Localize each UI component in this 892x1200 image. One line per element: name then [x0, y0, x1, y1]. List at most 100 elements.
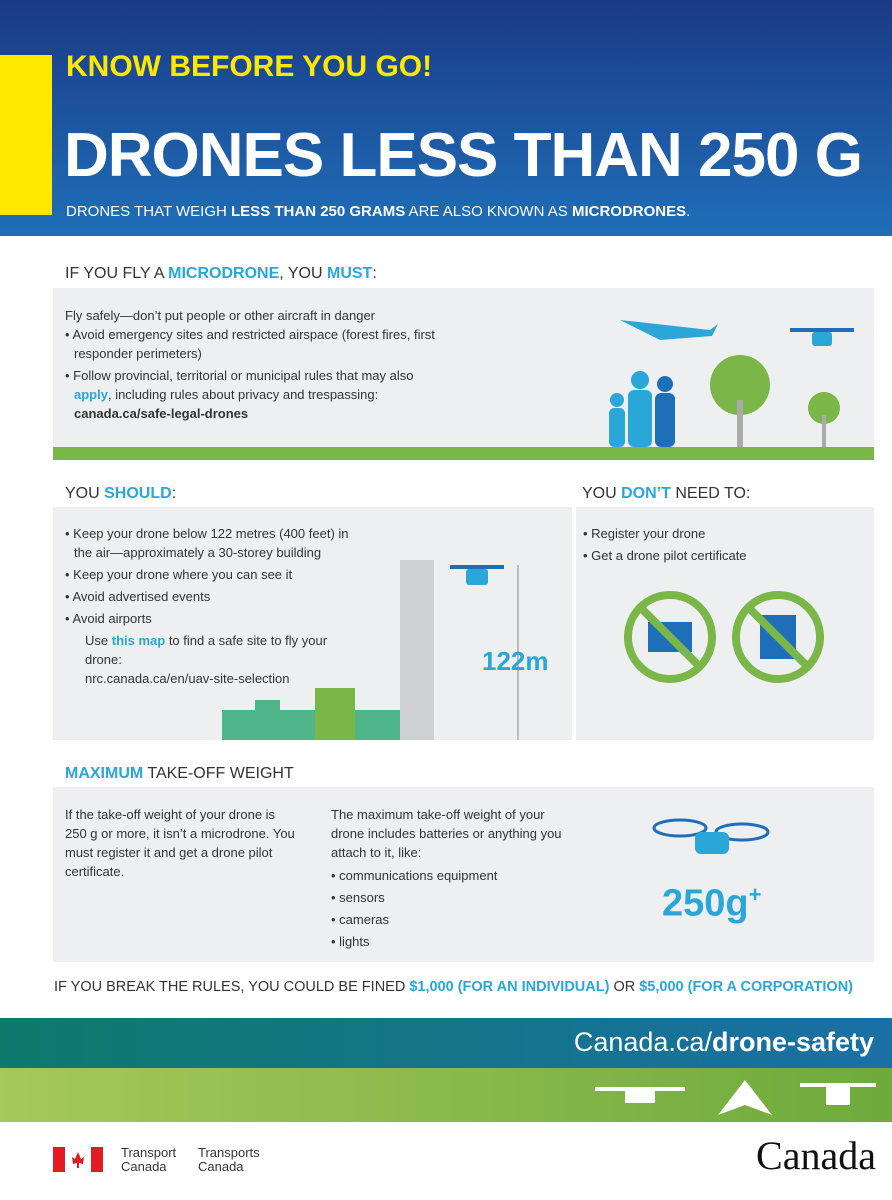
shape — [466, 569, 488, 585]
should-heading: YOU SHOULD: — [65, 485, 176, 503]
text: Avoid advertised events — [65, 587, 365, 606]
header-band — [0, 0, 892, 236]
shape — [637, 604, 703, 670]
text: MICRODRONE — [168, 265, 280, 282]
must-text: Fly safely—don’t put people or other air… — [65, 306, 435, 426]
shape — [790, 328, 854, 332]
text: Transports — [198, 1145, 260, 1160]
drone-icon — [652, 818, 770, 854]
dont-heading: YOU DON’T NEED TO: — [582, 485, 750, 503]
text: . — [686, 203, 691, 220]
flag — [53, 1147, 103, 1172]
text: SHOULD — [104, 485, 172, 502]
shape — [808, 392, 840, 424]
text: MUST — [326, 265, 373, 282]
shape — [826, 1087, 850, 1105]
height-label: 122m — [482, 646, 549, 676]
shape — [718, 1080, 772, 1115]
yellow-bar — [0, 55, 52, 215]
shape — [624, 591, 716, 683]
shape — [450, 565, 504, 569]
height-illustration — [222, 560, 519, 740]
text: Keep your drone below 122 metres (400 fe… — [65, 524, 365, 562]
shape — [400, 560, 434, 740]
url-band — [0, 1018, 892, 1068]
shape: Use this map to find a safe site to fly … — [65, 631, 365, 688]
subtitle: DRONES THAT WEIGH LESS THAN 250 GRAMS AR… — [66, 203, 690, 220]
weight-left: If the take-off weight of your drone is … — [65, 807, 295, 879]
text: MAXIMUM — [65, 765, 144, 782]
text: YOU — [582, 485, 622, 502]
dont-icons — [624, 591, 824, 683]
shape — [732, 591, 824, 683]
shape — [72, 1152, 84, 1168]
shape — [812, 332, 832, 346]
shape — [315, 688, 355, 740]
shape: Register your drone Get a drone pilot cer… — [583, 524, 863, 565]
text: Canada — [198, 1159, 244, 1174]
text: DRONES THAT WEIGH — [66, 203, 232, 220]
weight-badge: 250g+ — [662, 882, 761, 926]
text: Avoid airports — [65, 609, 365, 628]
dept-en: Transport Canada — [121, 1146, 176, 1174]
text: Canada.ca/ — [573, 1027, 712, 1057]
text: NEED TO: — [670, 485, 751, 502]
shape — [710, 355, 770, 415]
weight-right: The maximum take-off weight of your dron… — [331, 805, 571, 954]
dept-fr: Transports Canada — [198, 1146, 260, 1174]
shape — [628, 390, 652, 447]
text: , YOU — [279, 265, 327, 282]
shape: Keep your drone below 122 metres (400 fe… — [65, 524, 365, 628]
shape — [609, 408, 625, 447]
link[interactable]: canada.ca/safe-legal-drones — [74, 406, 249, 421]
illustration — [609, 320, 854, 447]
link[interactable]: nrc.canada.ca/en/uav-site-selection — [85, 671, 290, 686]
text: ARE ALSO KNOWN AS — [405, 203, 572, 220]
text: , including rules about privacy and tres… — [107, 387, 379, 402]
text: drone-safety — [711, 1027, 874, 1057]
text: Register your drone — [583, 524, 863, 543]
shape — [610, 393, 624, 407]
text: IF YOU FLY A — [65, 265, 169, 282]
text: TAKE-OFF WEIGHT — [143, 765, 294, 782]
text: : — [372, 265, 377, 282]
text: Follow provincial, territorial or munici… — [73, 368, 414, 383]
text: + — [748, 882, 762, 907]
text: Keep your drone where you can see it — [65, 565, 365, 584]
text: communications equipment — [331, 866, 571, 885]
shape — [695, 832, 729, 854]
url[interactable]: Canada.ca/drone-safety — [574, 1027, 874, 1058]
shape — [657, 376, 673, 392]
shape — [625, 1091, 655, 1103]
shape — [631, 371, 649, 389]
should-list: Keep your drone below 122 metres (400 fe… — [65, 524, 365, 688]
text: Use — [85, 633, 112, 648]
text: $5,000 (FOR A CORPORATION) — [639, 979, 854, 995]
shape — [652, 818, 708, 838]
text: OR — [609, 979, 640, 995]
wordmark: Canada — [756, 1133, 876, 1178]
text: The maximum take-off weight of your dron… — [331, 807, 562, 860]
text: : — [171, 485, 177, 502]
shape — [222, 710, 400, 740]
fine-text: IF YOU BREAK THE RULES, YOU COULD BE FIN… — [54, 979, 853, 995]
text: to find a safe site to fly your drone: — [85, 633, 328, 667]
text: sensors — [331, 888, 571, 907]
shape — [255, 700, 280, 740]
shape — [737, 400, 743, 447]
text: Transport — [121, 1145, 177, 1160]
kicker: KNOW BEFORE YOU GO! — [66, 50, 433, 83]
weight-heading: MAXIMUM TAKE-OFF WEIGHT — [65, 765, 294, 783]
text: this map — [111, 633, 166, 648]
dont-list: Register your drone Get a drone pilot cer… — [583, 524, 863, 568]
text: cameras — [331, 910, 571, 929]
shape — [822, 415, 826, 447]
text: Fly safely—don’t put people or other air… — [65, 308, 376, 323]
text: MICRODRONES — [571, 203, 687, 220]
grass — [53, 447, 874, 460]
text: LESS THAN 250 GRAMS — [231, 203, 406, 220]
shape — [595, 1087, 685, 1091]
text: YOU — [65, 485, 105, 502]
text: $1,000 (FOR AN INDIVIDUAL) — [409, 979, 610, 995]
